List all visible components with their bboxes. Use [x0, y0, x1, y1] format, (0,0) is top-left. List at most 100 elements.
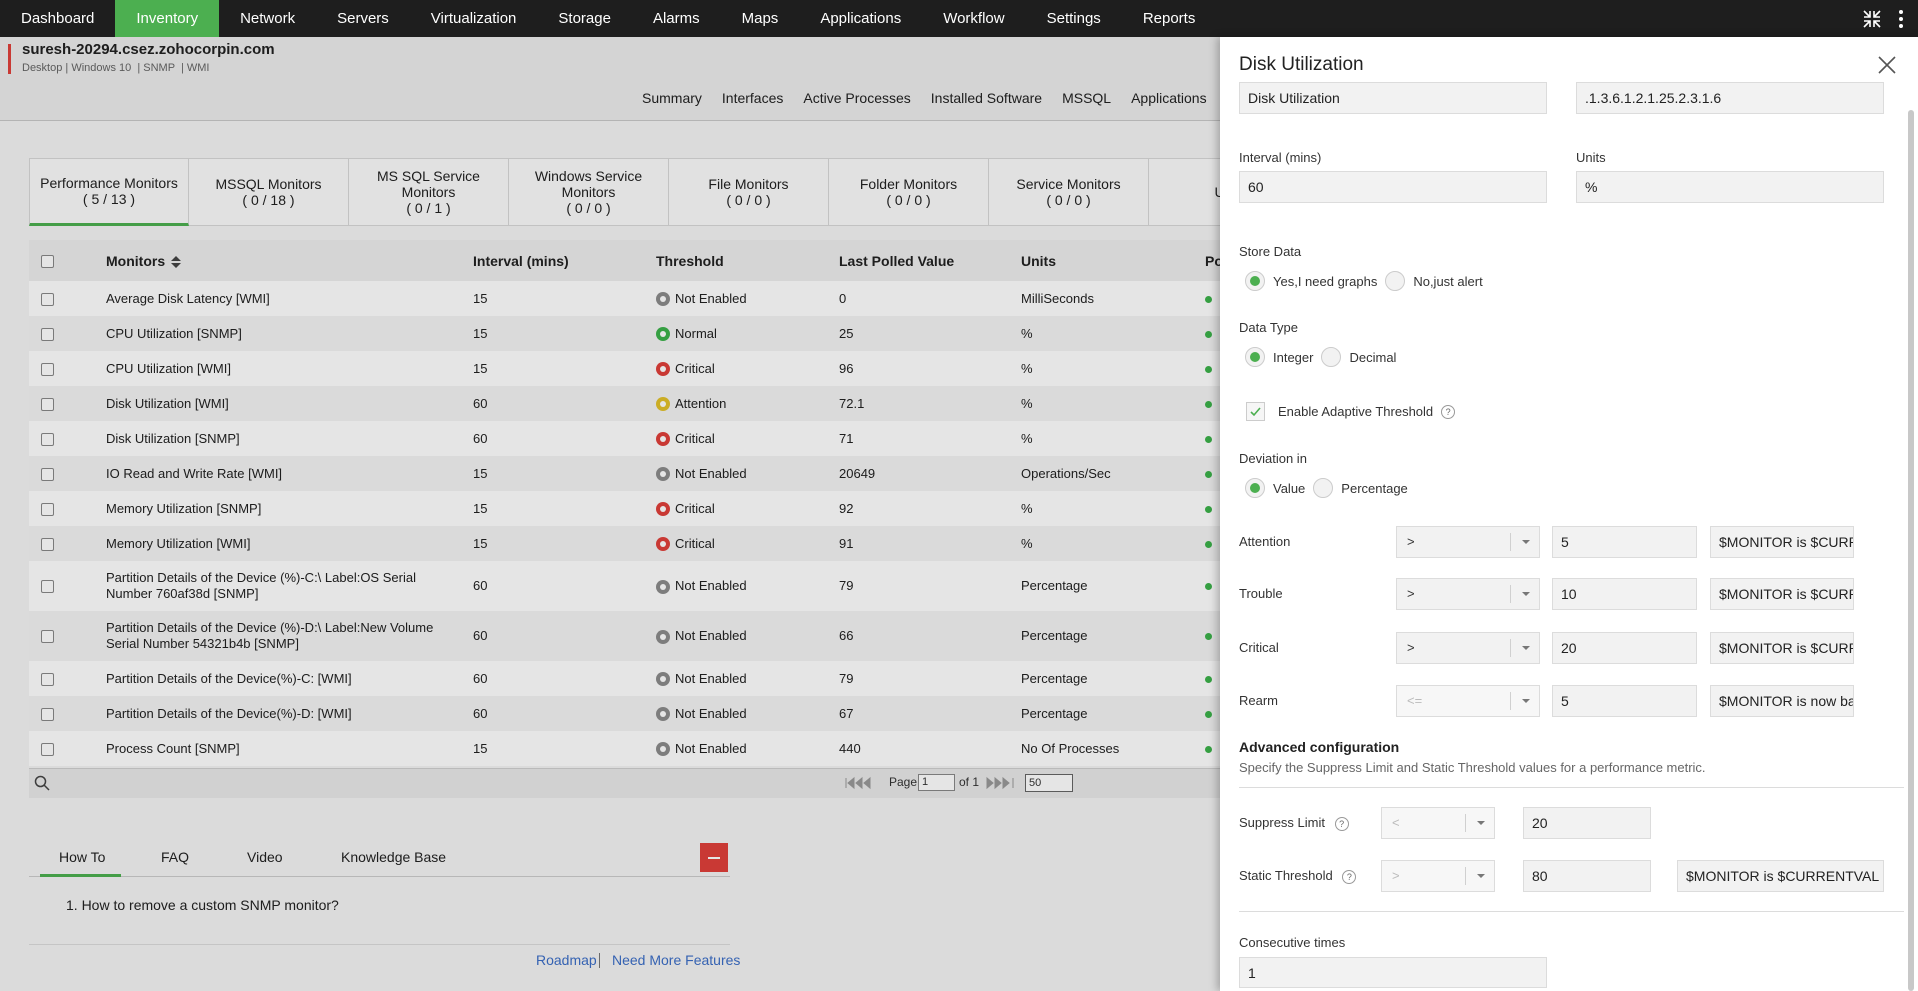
- monitor-tab[interactable]: Service Monitors( 0 / 0 ): [989, 158, 1149, 226]
- row-checkbox[interactable]: [41, 537, 54, 551]
- monitor-name[interactable]: IO Read and Write Rate [WMI]: [106, 465, 283, 481]
- column-title[interactable]: Monitors: [106, 252, 166, 269]
- nav-item[interactable]: Applications: [820, 10, 902, 27]
- radio-option[interactable]: No,just alert: [1385, 271, 1483, 291]
- threshold-operator[interactable]: >: [1396, 632, 1540, 664]
- monitor-name[interactable]: Disk Utilization [WMI]: [106, 395, 229, 411]
- row-checkbox[interactable]: [41, 630, 54, 644]
- nav-icons[interactable]: [1862, 9, 1908, 29]
- monitor-name[interactable]: Partition Details of the Device (%)-C:\ …: [106, 570, 416, 601]
- nav-item[interactable]: Reports: [1142, 10, 1196, 27]
- monitor-name[interactable]: Disk Utilization [SNMP]: [106, 430, 240, 446]
- nav-item[interactable]: Servers: [337, 10, 389, 27]
- threshold-value[interactable]: 5: [1552, 526, 1697, 558]
- radio-option[interactable]: Yes,I need graphs: [1245, 271, 1377, 291]
- row-checkbox[interactable]: [41, 292, 54, 306]
- monitor-tab[interactable]: MS SQL Service Monitors( 0 / 1 ): [349, 158, 509, 226]
- monitor-name[interactable]: CPU Utilization [WMI]: [106, 360, 231, 376]
- threshold-value[interactable]: 20: [1552, 632, 1697, 664]
- help-tab[interactable]: FAQ: [161, 849, 190, 865]
- radio-option[interactable]: Percentage: [1313, 478, 1408, 498]
- threshold-message[interactable]: $MONITOR is $CURRENTVAL: [1710, 632, 1854, 664]
- monitor-name[interactable]: Average Disk Latency [WMI]: [106, 290, 270, 306]
- roadmap-link[interactable]: Roadmap: [536, 952, 597, 968]
- sub-tab[interactable]: Summary: [642, 90, 702, 106]
- radio-option[interactable]: Integer: [1245, 347, 1313, 367]
- monitor-name[interactable]: Memory Utilization [WMI]: [106, 535, 251, 551]
- row-checkbox[interactable]: [41, 707, 54, 721]
- units-input[interactable]: %: [1576, 171, 1884, 203]
- collapse-button[interactable]: [700, 843, 728, 872]
- sub-tab[interactable]: Installed Software: [930, 90, 1043, 106]
- help-tab[interactable]: Knowledge Base: [341, 849, 447, 865]
- sort-icon[interactable]: [171, 255, 182, 268]
- monitor-name[interactable]: CPU Utilization [SNMP]: [106, 325, 242, 341]
- help-mark[interactable]: ?: [1334, 816, 1349, 831]
- threshold-message[interactable]: $MONITOR is $CURRENTVAL: [1710, 578, 1854, 610]
- suppress-input[interactable]: 20: [1523, 807, 1651, 839]
- threshold-value[interactable]: 5: [1552, 685, 1697, 717]
- help-tab[interactable]: How To: [59, 849, 106, 865]
- radio-button[interactable]: [1245, 478, 1265, 498]
- name-input[interactable]: Disk Utilization: [1239, 82, 1547, 114]
- threshold-message[interactable]: $MONITOR is now ba: [1710, 685, 1854, 717]
- row-checkbox[interactable]: [41, 580, 54, 594]
- row-checkbox[interactable]: [41, 467, 54, 481]
- help-tab[interactable]: Video: [247, 849, 283, 865]
- nav-item[interactable]: Settings: [1046, 10, 1101, 27]
- pager-last[interactable]: [985, 776, 1021, 790]
- nav-item[interactable]: Dashboard: [21, 10, 95, 27]
- sub-tab[interactable]: Applications: [1131, 90, 1207, 106]
- static-input[interactable]: 80: [1523, 860, 1651, 892]
- row-checkbox[interactable]: [41, 327, 54, 341]
- monitor-tab[interactable]: File Monitors( 0 / 0 ): [669, 158, 829, 226]
- radio-button[interactable]: [1313, 478, 1334, 498]
- nav-item[interactable]: Virtualization: [430, 10, 517, 27]
- adaptive-checkbox[interactable]: [1246, 402, 1265, 421]
- monitor-name[interactable]: Memory Utilization [SNMP]: [106, 500, 262, 516]
- nav-item[interactable]: Workflow: [943, 10, 1005, 27]
- search-icon[interactable]: [34, 775, 50, 791]
- help-item[interactable]: 1. How to remove a custom SNMP monitor?: [66, 897, 339, 913]
- radio-button[interactable]: [1245, 347, 1265, 367]
- nav-item[interactable]: Inventory: [115, 0, 220, 37]
- interval-input[interactable]: 60: [1239, 171, 1547, 203]
- oid-input[interactable]: .1.3.6.1.2.1.25.2.3.1.6: [1576, 82, 1884, 114]
- radio-button[interactable]: [1321, 347, 1342, 367]
- monitor-name[interactable]: Partition Details of the Device(%)-D: [W…: [106, 705, 352, 721]
- monitor-name[interactable]: Partition Details of the Device(%)-C: [W…: [106, 670, 352, 686]
- static-message[interactable]: $MONITOR is $CURRENTVAL: [1677, 860, 1884, 892]
- threshold-operator[interactable]: >: [1396, 578, 1540, 610]
- select-all[interactable]: [41, 255, 54, 269]
- threshold-message[interactable]: $MONITOR is $CURRENTVAL: [1710, 526, 1854, 558]
- monitor-tab[interactable]: Folder Monitors( 0 / 0 ): [829, 158, 989, 226]
- monitor-tab[interactable]: Windows Service Monitors( 0 / 0 ): [509, 158, 669, 226]
- help-mark[interactable]: ?: [1342, 869, 1357, 884]
- row-checkbox[interactable]: [41, 362, 54, 376]
- consecutive-input[interactable]: 1: [1239, 957, 1547, 988]
- row-checkbox[interactable]: [41, 672, 54, 686]
- monitor-name[interactable]: Process Count [SNMP]: [106, 740, 240, 756]
- nav-item[interactable]: Network: [240, 10, 296, 27]
- row-checkbox[interactable]: [41, 502, 54, 516]
- radio-option[interactable]: Decimal: [1321, 347, 1396, 367]
- sub-tab[interactable]: MSSQL: [1062, 90, 1112, 106]
- nav-item[interactable]: Maps: [741, 10, 779, 27]
- radio-option[interactable]: Value: [1245, 478, 1305, 498]
- row-checkbox[interactable]: [41, 432, 54, 446]
- row-checkbox[interactable]: [41, 742, 54, 756]
- monitor-tab[interactable]: Performance Monitors( 5 / 13 ): [29, 158, 189, 226]
- monitor-name[interactable]: Partition Details of the Device (%)-D:\ …: [106, 620, 434, 651]
- threshold-operator[interactable]: >: [1396, 526, 1540, 558]
- threshold-value[interactable]: 10: [1552, 578, 1697, 610]
- sub-tab[interactable]: Active Processes: [803, 90, 911, 106]
- sub-tab[interactable]: Interfaces: [721, 90, 784, 106]
- radio-button[interactable]: [1385, 271, 1406, 291]
- monitor-tab[interactable]: MSSQL Monitors( 0 / 18 ): [189, 158, 349, 226]
- features-link[interactable]: Need More Features: [612, 952, 741, 968]
- row-checkbox[interactable]: [41, 397, 54, 411]
- per-page-select[interactable]: 50: [1025, 774, 1073, 792]
- page-input[interactable]: 1: [918, 774, 955, 791]
- nav-item[interactable]: Alarms: [652, 10, 700, 27]
- close-button[interactable]: [1878, 56, 1896, 74]
